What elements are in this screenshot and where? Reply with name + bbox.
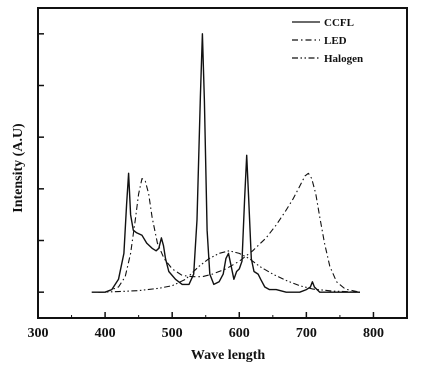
tick-layer: 300 400 500 600 700 800 xyxy=(28,7,408,341)
x-tick-label: 400 xyxy=(95,326,116,341)
x-tick-label: 700 xyxy=(296,326,317,341)
legend-label-halogen: Halogen xyxy=(324,53,363,65)
plot-layer xyxy=(91,33,361,293)
legend: CCFL LED Halogen xyxy=(292,17,363,65)
y-axis-label: Intensity (A.U) xyxy=(11,123,26,213)
x-tick-label: 300 xyxy=(28,326,49,341)
legend-label-ccfl: CCFL xyxy=(324,17,354,29)
plot-frame xyxy=(37,7,408,319)
legend-label-led: LED xyxy=(324,35,347,47)
x-tick-label: 800 xyxy=(363,326,384,341)
x-tick-label: 600 xyxy=(229,326,250,341)
x-axis-label: Wave length xyxy=(191,348,265,363)
series-line-ccfl xyxy=(91,33,360,293)
x-tick-label: 500 xyxy=(162,326,183,341)
